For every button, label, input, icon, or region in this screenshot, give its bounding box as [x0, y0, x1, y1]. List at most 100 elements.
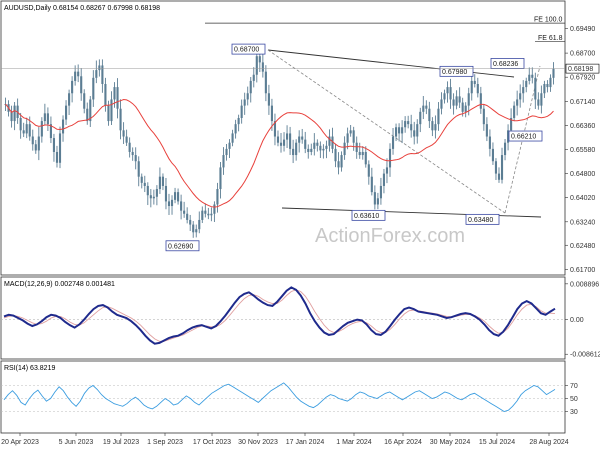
macd-line	[3, 286, 556, 345]
candle	[55, 145, 59, 168]
macd-y-tick-label: 0.00	[570, 317, 584, 324]
candle	[261, 53, 264, 78]
price-annotation: 0.62690	[165, 240, 200, 252]
candle	[286, 125, 289, 149]
candle	[479, 86, 482, 114]
candle	[443, 89, 446, 104]
candle	[391, 127, 395, 155]
candle	[92, 70, 95, 107]
candle	[410, 114, 413, 138]
candle	[237, 114, 240, 132]
rsi-y-axis: 70 50 30	[565, 383, 578, 416]
candle	[177, 188, 180, 205]
candle	[494, 158, 498, 180]
candle	[425, 100, 428, 115]
candle	[334, 143, 337, 168]
price-annotations: 0.68700 0.62690 0.63610 0.67980 0.63480 0.682…	[165, 43, 543, 252]
candle	[216, 182, 219, 213]
candle	[379, 177, 382, 205]
dashed-trendline-1	[267, 49, 506, 214]
candle	[419, 107, 422, 133]
candle	[328, 129, 331, 152]
macd-y-axis: 0.008896 0.00 -0.008612	[565, 281, 600, 359]
candle	[210, 207, 213, 222]
price-annotation: 0.63610	[351, 209, 386, 221]
candle	[46, 107, 49, 131]
price-annotation: 0.68700	[231, 43, 266, 55]
main-y-tick-label: 0.65580	[570, 147, 595, 154]
fib-level-label: FE 61.8	[538, 35, 563, 42]
candle	[86, 102, 89, 125]
fib-levels: FE 100.0 FE 61.8	[205, 17, 565, 42]
current-price-box	[565, 63, 600, 74]
svg-text:0.63480: 0.63480	[468, 217, 493, 224]
candle	[140, 173, 143, 189]
x-tick-label: 28 Aug 2024	[529, 439, 568, 446]
candle	[183, 201, 186, 218]
candle	[207, 207, 210, 220]
candle	[482, 103, 485, 131]
candle	[503, 139, 507, 161]
candle	[192, 221, 195, 238]
candle	[331, 127, 334, 154]
candle	[131, 147, 134, 161]
candle	[401, 120, 404, 144]
candle	[95, 60, 98, 84]
candle	[134, 147, 137, 170]
candle	[434, 115, 437, 139]
x-tick-label: 1 Mar 2024	[336, 439, 372, 446]
main-y-tick-label: 0.68700	[570, 51, 595, 58]
candle	[394, 123, 398, 142]
x-tick-label: 1 Sep 2023	[147, 439, 183, 446]
candle	[173, 187, 177, 204]
candle	[225, 143, 228, 161]
candle	[376, 192, 379, 210]
candle	[243, 92, 246, 115]
svg-text:0.68236: 0.68236	[493, 61, 518, 68]
main-title: AUDUSD,Daily 0.68154 0.68267 0.67998 0.6…	[4, 5, 160, 12]
candle	[452, 93, 455, 115]
candle	[52, 133, 56, 162]
candle	[322, 144, 325, 159]
main-y-tick-label: 0.62480	[570, 243, 595, 250]
candle	[119, 99, 122, 140]
candle	[240, 99, 243, 124]
svg-text:0.68700: 0.68700	[234, 47, 259, 54]
candle	[295, 139, 298, 161]
candle	[531, 67, 534, 84]
candle	[470, 72, 473, 101]
candle	[346, 127, 349, 150]
candle	[446, 81, 449, 103]
candle	[195, 224, 198, 238]
candle	[513, 101, 516, 122]
candle	[449, 78, 452, 109]
candle	[128, 137, 131, 158]
candle	[355, 136, 358, 159]
candle	[219, 162, 222, 199]
rsi-panel	[0, 360, 566, 434]
candle	[304, 131, 307, 154]
candle	[428, 101, 431, 129]
x-axis: 20 Apr 2023 5 Jun 2023 19 Jul 2023 1 Sep 20…	[1, 433, 569, 446]
watermark: ActionForex.com	[315, 225, 465, 247]
candle	[101, 59, 104, 93]
candle	[500, 147, 504, 184]
candle	[534, 72, 537, 109]
candle	[267, 84, 270, 115]
candle	[337, 152, 340, 175]
candle	[49, 116, 52, 144]
candle	[382, 168, 386, 194]
candle	[292, 139, 295, 164]
chart-title: AUDUSD,Daily	[4, 5, 52, 12]
moving-average-line	[5, 98, 554, 208]
candle	[43, 103, 46, 126]
candle	[89, 96, 92, 127]
candle	[516, 90, 519, 116]
candle	[313, 133, 316, 156]
candle	[325, 140, 328, 159]
candle	[279, 132, 283, 153]
x-tick-label: 30 Nov 2023	[238, 439, 278, 446]
candle	[349, 125, 352, 137]
candle	[98, 59, 101, 77]
